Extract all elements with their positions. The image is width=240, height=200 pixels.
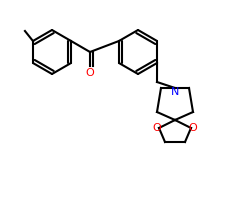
Text: N: N bbox=[171, 87, 179, 97]
Text: O: O bbox=[189, 123, 197, 133]
Text: O: O bbox=[153, 123, 161, 133]
Text: O: O bbox=[86, 68, 94, 78]
